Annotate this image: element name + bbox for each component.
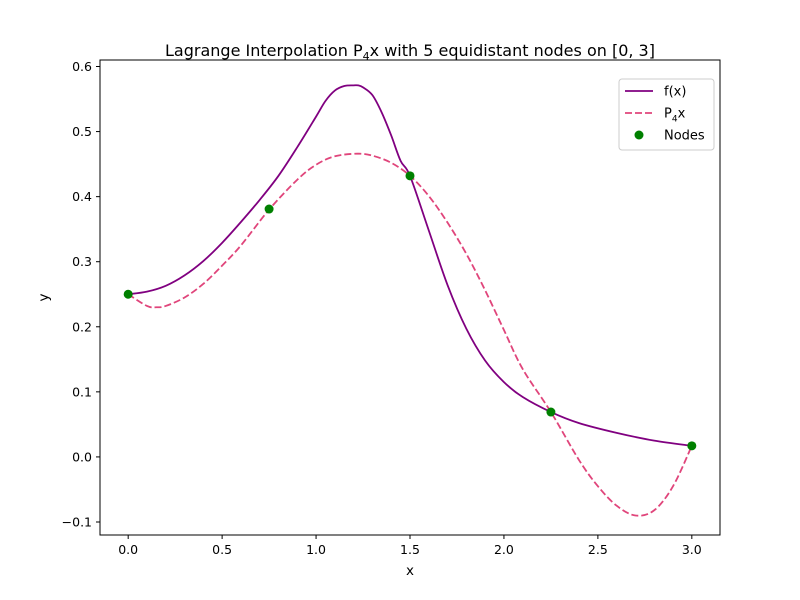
legend-label-prefix: f(x) [664, 85, 686, 100]
node-point [687, 441, 697, 451]
node-point [264, 204, 274, 214]
chart-title: Lagrange Interpolation P4x with 5 equidi… [165, 41, 655, 63]
y-tick-label: 0.1 [72, 384, 92, 399]
y-tick-label: 0.2 [72, 319, 92, 334]
y-tick-label: 0.0 [72, 449, 92, 464]
x-axis-ticks: 0.0 0.5 1.0 1.5 2.0 2.5 3.0 [118, 535, 702, 557]
node-point [123, 289, 133, 299]
legend-label-prefix: P [664, 107, 672, 122]
x-tick-label: 3.0 [682, 542, 702, 557]
y-tick-label: 0.3 [72, 254, 92, 269]
y-tick-label: −0.1 [62, 514, 92, 529]
node-point [546, 407, 556, 417]
chart-title-prefix: Lagrange Interpolation P [165, 41, 363, 60]
chart-title-subscript: 4 [363, 50, 370, 63]
legend-box [618, 78, 715, 151]
plot-area [123, 84, 697, 517]
axes-frame [99, 59, 721, 536]
x-tick-label: 0.5 [212, 542, 232, 557]
node-point [405, 171, 415, 181]
y-axis-label: y [36, 294, 52, 302]
x-tick-label: 1.0 [306, 542, 326, 557]
legend-label: P4x [664, 107, 686, 125]
y-tick-label: 0.4 [72, 189, 92, 204]
legend-marker [634, 130, 644, 140]
legend-label: Nodes [664, 129, 705, 144]
legend: f(x) P4x Nodes [618, 78, 715, 151]
legend-label-prefix: Nodes [664, 129, 705, 144]
x-tick-label: 2.5 [588, 542, 608, 557]
x-axis-label: x [406, 563, 414, 579]
y-tick-label: 0.6 [72, 59, 92, 74]
x-tick-label: 0.0 [118, 542, 138, 557]
legend-label-suffix: x [678, 107, 686, 122]
y-axis-ticks: −0.1 0.0 0.1 0.2 0.3 0.4 0.5 0.6 [62, 59, 100, 529]
x-tick-label: 2.0 [494, 542, 514, 557]
y-tick-label: 0.5 [72, 124, 92, 139]
legend-label-subscript: 4 [672, 115, 678, 125]
interpolant-line [127, 152, 693, 517]
chart-title-suffix: x with 5 equidistant nodes on [0, 3] [370, 41, 655, 60]
function-line [128, 84, 692, 447]
x-tick-label: 1.5 [400, 542, 420, 557]
legend-label: f(x) [664, 85, 686, 100]
